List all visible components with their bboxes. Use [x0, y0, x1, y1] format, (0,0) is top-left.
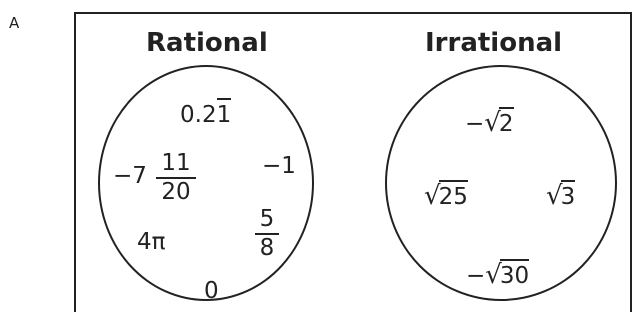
- negative-one: −1: [262, 153, 296, 179]
- radical-sign: √: [546, 181, 563, 211]
- radical-sign: √: [424, 181, 441, 211]
- sqrt-three: √3: [546, 180, 576, 211]
- repeating-decimal-lead: 0.2: [180, 102, 217, 128]
- classification-panel: [74, 12, 632, 312]
- option-letter: A: [9, 14, 20, 32]
- mixed-number-numerator: 11: [161, 150, 191, 176]
- mixed-number-fraction: 11 20: [156, 152, 196, 204]
- rational-circle: [98, 65, 314, 301]
- fraction-numerator: 5: [259, 206, 275, 232]
- mixed-number-whole: −7: [113, 165, 147, 188]
- radicand: 25: [438, 180, 468, 210]
- sqrt-twenty-five: √25: [424, 180, 468, 211]
- fraction-denominator: 8: [259, 235, 275, 261]
- mixed-number-integer: 7: [132, 163, 147, 189]
- repeating-decimal: 0.21: [180, 98, 232, 128]
- negative-sqrt-two: −√2: [465, 107, 514, 138]
- fraction-bar: [255, 233, 279, 235]
- radical-sign: √: [484, 108, 501, 138]
- four-pi: 4π: [137, 229, 166, 255]
- radicand: 3: [560, 180, 576, 210]
- minus-sign: −: [466, 263, 486, 289]
- radicand: 2: [498, 107, 514, 137]
- fraction-bar: [156, 177, 196, 179]
- negative-sqrt-thirty: −√30: [466, 259, 530, 290]
- mixed-number-sign: −: [113, 163, 133, 189]
- minus-sign: −: [465, 111, 485, 137]
- radical-sign: √: [485, 260, 502, 290]
- irrational-circle: [385, 65, 617, 301]
- radicand: 30: [499, 259, 530, 289]
- zero: 0: [204, 278, 219, 304]
- mixed-number-denominator: 20: [161, 179, 191, 205]
- five-eighths-fraction: 5 8: [255, 208, 279, 260]
- irrational-heading: Irrational: [425, 28, 563, 58]
- repeating-decimal-repeat: 1: [216, 98, 232, 128]
- rational-heading: Rational: [146, 28, 268, 58]
